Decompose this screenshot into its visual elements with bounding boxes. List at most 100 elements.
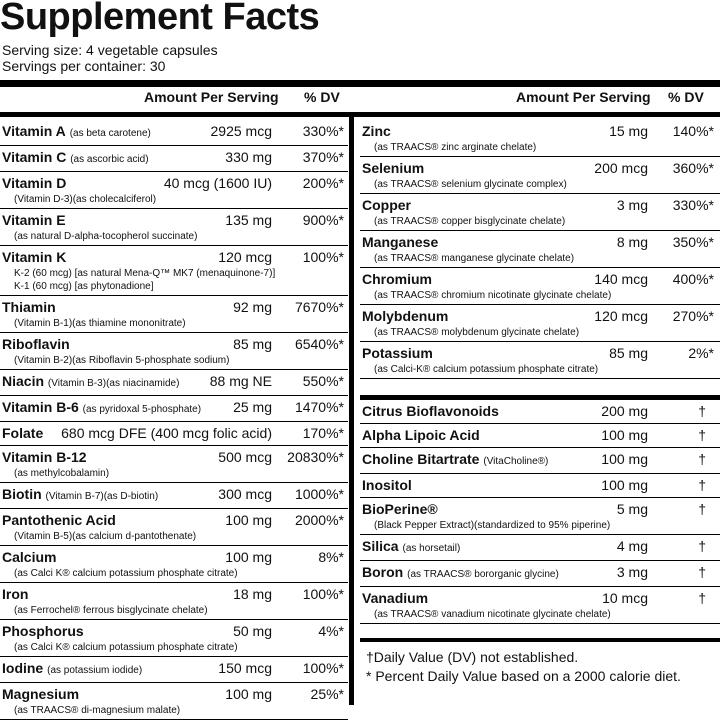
nutrient-name: Potassium [362, 345, 433, 361]
nutrient-line: Boron (as TRAACS® bororganic glycine) [362, 563, 720, 584]
nutrient-source: (Vitamin B-1)(as thiamine mononitrate) [14, 318, 186, 329]
thick-rule [360, 395, 720, 400]
daily-value: † [698, 501, 706, 517]
nutrient-row: Citrus Bioflavonoids 200 mg † [360, 400, 720, 424]
daily-value: 330%* [302, 123, 344, 139]
daily-value: 20830%* [287, 449, 344, 465]
amount: 100 mg [225, 512, 272, 528]
nutrient-row: Choline Bitartrate (VitaCholine®) 100 mg † [360, 448, 720, 474]
amount: 100 mg [601, 477, 648, 493]
nutrient-source: (as TRAACS® zinc arginate chelate) [374, 142, 537, 153]
daily-value: 4%* [318, 623, 344, 639]
amount: 120 mcg [594, 308, 648, 324]
nutrient-line: Calcium [2, 548, 348, 567]
daily-value: 7670%* [294, 299, 344, 315]
nutrient-name: Thiamin [2, 299, 56, 315]
thick-rule [0, 112, 720, 117]
daily-value: 25%* [310, 686, 344, 702]
amount: 200 mcg [594, 160, 648, 176]
amount: 100 mg [601, 451, 648, 467]
nutrient-name: Vanadium [362, 590, 429, 606]
nutrient-row: BioPerine® (Black Pepper Extract)(standar… [360, 498, 720, 535]
nutrient-line: Folate [2, 424, 348, 443]
nutrient-source: (as Ferrochel® ferrous bisglycinate chel… [14, 605, 208, 616]
nutrient-name: Silica [362, 538, 399, 554]
nutrient-name: Citrus Bioflavonoids [362, 403, 499, 419]
left-column: Vitamin A (as beta carotene) 2925 mcg 330%… [0, 120, 348, 720]
column-header: % DV [668, 89, 704, 105]
nutrient-source: (as natural D-alpha-tocopherol succinate… [14, 231, 198, 242]
nutrient-row: Calcium (as Calci K® calcium potassium ph… [0, 546, 348, 583]
nutrient-name: Inositol [362, 477, 412, 493]
nutrient-source: (as beta carotene) [69, 128, 151, 139]
nutrient-name: Iron [2, 586, 29, 602]
nutrient-name: Zinc [362, 123, 391, 139]
nutrient-name: Molybdenum [362, 308, 449, 324]
daily-value: 350%* [672, 234, 714, 250]
nutrient-row: Vitamin D (Vitamin D-3)(as cholecalcifero… [0, 172, 348, 209]
nutrient-line: Phosphorus [2, 622, 348, 641]
nutrient-source: (as TRAACS® bororganic glycine) [407, 569, 559, 580]
nutrient-row: Magnesium (as TRAACS® di-magnesium malate… [0, 683, 348, 720]
nutrient-name: Phosphorus [2, 623, 84, 639]
daily-value: 100%* [302, 660, 344, 676]
nutrient-name: Magnesium [2, 686, 80, 702]
amount: 140 mcg [594, 271, 648, 287]
thick-rule [360, 638, 720, 642]
daily-value: 100%* [302, 249, 344, 265]
amount: 50 mg [233, 623, 272, 639]
nutrient-line: Iodine (as potassium iodide) [2, 659, 348, 680]
nutrient-name: Vitamin C [2, 149, 67, 165]
serving-size: Serving size: 4 vegetable capsules [2, 42, 218, 58]
nutrient-source: (as TRAACS® manganese glycinate chelate) [374, 253, 575, 264]
nutrient-name: Pantothenic Acid [2, 512, 116, 528]
nutrient-line: Vitamin C (as ascorbic acid) [2, 148, 348, 169]
daily-value: 550%* [302, 373, 344, 389]
daily-value: † [698, 403, 706, 419]
amount: 200 mg [601, 403, 648, 419]
nutrient-source: (VitaCholine®) [483, 456, 549, 467]
nutrient-row: Iron (as Ferrochel® ferrous bisglycinate … [0, 583, 348, 620]
amount: 300 mcg [218, 486, 272, 502]
nutrient-line: Copper [362, 196, 720, 215]
nutrient-name: Niacin [2, 373, 45, 389]
nutrient-name: Alpha Lipoic Acid [362, 427, 480, 443]
nutrient-source: K-2 (60 mcg) [as natural Mena-Q™ MK7 (me… [14, 268, 276, 279]
daily-value: 170%* [302, 425, 344, 441]
nutrient-row: Thiamin (Vitamin B-1)(as thiamine mononit… [0, 296, 348, 333]
right-column: Zinc (as TRAACS® zinc arginate chelate) 15… [360, 120, 720, 686]
column-header: Amount Per Serving [144, 89, 279, 105]
nutrient-line: Alpha Lipoic Acid [362, 426, 720, 445]
amount: 85 mg [233, 336, 272, 352]
daily-value: 200%* [302, 175, 344, 191]
nutrient-line: Zinc [362, 122, 720, 141]
nutrient-line: Chromium [362, 270, 720, 289]
column-header: Amount Per Serving [516, 89, 651, 105]
nutrient-row: Vanadium (as TRAACS® vanadium nicotinate … [360, 587, 720, 624]
amount: 4 mg [616, 538, 648, 554]
nutrient-row: Niacin (Vitamin B-3)(as niacinamide) 88 m… [0, 370, 348, 396]
nutrient-name: Vitamin B-6 [2, 399, 79, 415]
nutrient-row: Boron (as TRAACS® bororganic glycine) 3 m… [360, 561, 720, 587]
nutrient-row: Vitamin B-12 (as methylcobalamin) 500 mcg 2… [0, 446, 348, 483]
daily-value: † [698, 427, 706, 443]
nutrient-source: (as potassium iodide) [47, 665, 143, 676]
amount: 10 mcg [602, 590, 648, 606]
nutrient-line: Thiamin [2, 298, 348, 317]
nutrient-source: (Black Pepper Extract)(standardized to 9… [374, 520, 611, 531]
nutrient-name: Iodine [2, 660, 44, 676]
amount: 3 mg [616, 197, 648, 213]
daily-value: 900%* [302, 212, 344, 228]
amount: 3 mg [616, 564, 648, 580]
nutrient-row: Chromium (as TRAACS® chromium nicotinate … [360, 268, 720, 305]
nutrient-source: (as Calci K® calcium potassium phosphate… [14, 642, 238, 653]
amount: 330 mg [225, 149, 272, 165]
nutrient-row: Vitamin K K-2 (60 mcg) [as natural Mena-Q… [0, 246, 348, 296]
nutrient-line: Vitamin E [2, 211, 348, 230]
daily-value: 6540%* [294, 336, 344, 352]
nutrient-name: Riboflavin [2, 336, 70, 352]
nutrient-source: (as methylcobalamin) [14, 468, 110, 479]
nutrient-source: (as horsetail) [402, 543, 461, 554]
amount: 500 mcg [218, 449, 272, 465]
